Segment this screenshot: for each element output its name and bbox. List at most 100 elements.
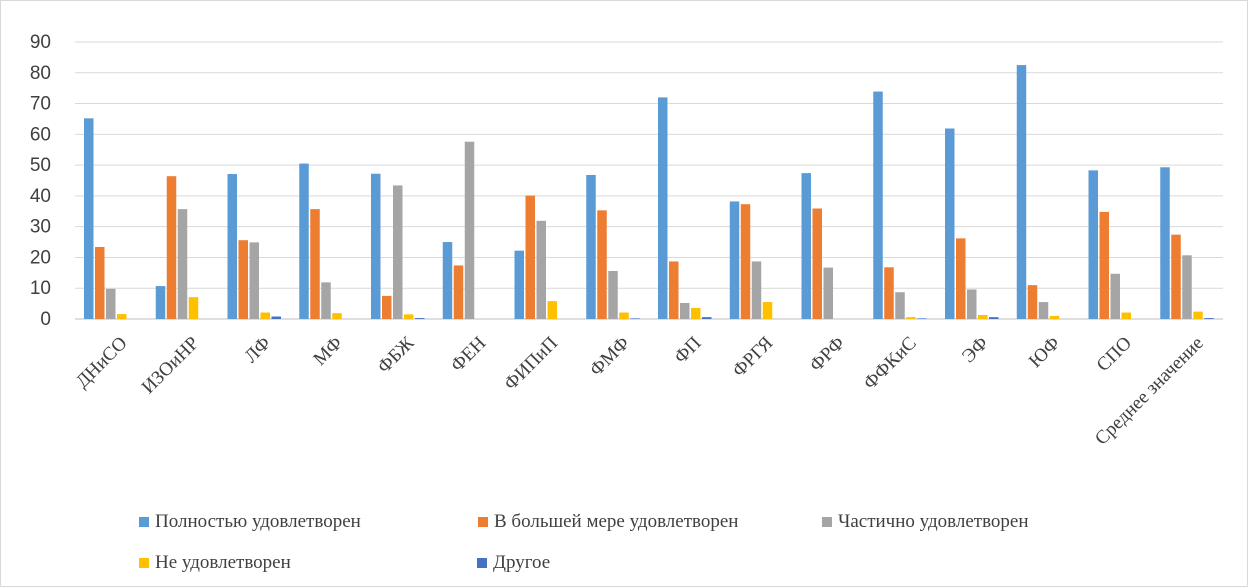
bar [630, 318, 640, 319]
x-tick-label: ФЕН [447, 333, 491, 377]
bar [393, 185, 403, 319]
x-axis-ticks: ДНиСО ИЗОиНР ЛФ МФ ФБЖ ФЕН ФИПиП ФМФ ФП ФРГЯ ФРФ ФФ… [72, 332, 1208, 449]
bar [382, 295, 392, 319]
y-axis-ticks: 0 10 20 30 40 50 60 70 80 90 [30, 32, 51, 330]
bar [586, 174, 596, 319]
bar [978, 314, 988, 319]
y-tick-label: 30 [30, 217, 51, 238]
bar [453, 265, 464, 319]
bar [371, 173, 381, 319]
bar [332, 313, 342, 319]
gridlines [75, 41, 1223, 320]
bar [751, 261, 762, 319]
bar [801, 173, 811, 319]
bar [691, 307, 701, 319]
x-tick-label: ФП [670, 333, 705, 368]
bar [1182, 255, 1192, 319]
bar [464, 141, 475, 319]
bar [536, 220, 546, 319]
bar [1160, 167, 1170, 319]
bar [917, 318, 927, 319]
x-tick-label: ЮФ [1025, 333, 1064, 372]
x-tick-label: ИЗОиНР [138, 333, 203, 398]
bar [1049, 315, 1060, 319]
bar [310, 209, 320, 319]
y-tick-label: 40 [30, 186, 51, 207]
bar [177, 209, 188, 319]
x-tick-label: ФРГЯ [729, 333, 778, 382]
bar [260, 312, 270, 319]
bar [166, 176, 177, 319]
bar [945, 128, 955, 319]
x-tick-label: ЛФ [241, 333, 275, 367]
bar [117, 314, 127, 319]
bar [729, 201, 740, 319]
bar [895, 292, 905, 319]
bar [1016, 65, 1027, 319]
bar [299, 163, 309, 319]
bar [1121, 312, 1131, 319]
bar [608, 270, 618, 319]
x-tick-label: МФ [309, 333, 346, 370]
y-tick-label: 90 [30, 32, 51, 53]
bar [249, 242, 259, 319]
bar [442, 242, 453, 319]
y-tick-label: 80 [30, 63, 51, 84]
bar [812, 208, 822, 319]
bar [227, 174, 237, 319]
y-tick-label: 70 [30, 94, 51, 115]
bar [84, 118, 94, 319]
bar [415, 318, 425, 319]
bar [619, 312, 629, 319]
bar [1193, 311, 1203, 319]
bars [84, 65, 1214, 320]
bar [967, 289, 977, 319]
x-tick-label: ДНиСО [72, 333, 132, 393]
bar [1099, 211, 1109, 319]
y-tick-label: 0 [40, 309, 51, 330]
bar [823, 267, 833, 319]
x-tick-label: ФФКиС [860, 333, 921, 394]
bar [740, 204, 751, 319]
x-tick-label: ФРФ [806, 333, 849, 376]
bar [1088, 170, 1098, 319]
bar [155, 286, 166, 319]
x-tick-label: ЭФ [958, 333, 992, 367]
bar [1038, 302, 1049, 319]
bar [702, 317, 712, 319]
bar [884, 267, 894, 319]
y-tick-label: 20 [30, 247, 51, 268]
bar [106, 288, 116, 319]
bar [1204, 318, 1214, 319]
y-tick-label: 60 [30, 124, 51, 145]
bar [188, 297, 199, 319]
bar [956, 238, 966, 319]
bar [525, 195, 535, 319]
bar [238, 240, 248, 319]
bar [1171, 234, 1181, 319]
bar [1110, 273, 1120, 319]
bar [514, 250, 524, 319]
x-tick-label: ФБЖ [374, 332, 420, 378]
y-tick-label: 10 [30, 278, 51, 299]
x-tick-label: СПО [1093, 333, 1136, 376]
bar [321, 282, 331, 319]
bar [762, 302, 773, 319]
bar [95, 246, 105, 319]
bar [658, 97, 668, 320]
bar [404, 314, 414, 319]
bar [680, 302, 690, 319]
bar [873, 91, 883, 320]
x-tick-label: ФИПиП [500, 333, 562, 395]
bar [989, 317, 999, 319]
bar [1027, 285, 1038, 319]
y-tick-label: 50 [30, 155, 51, 176]
bar [597, 210, 607, 319]
bar [906, 317, 916, 319]
bar [669, 261, 679, 319]
x-tick-label: ФМФ [586, 333, 634, 381]
bar [271, 316, 281, 319]
bar [547, 301, 557, 319]
